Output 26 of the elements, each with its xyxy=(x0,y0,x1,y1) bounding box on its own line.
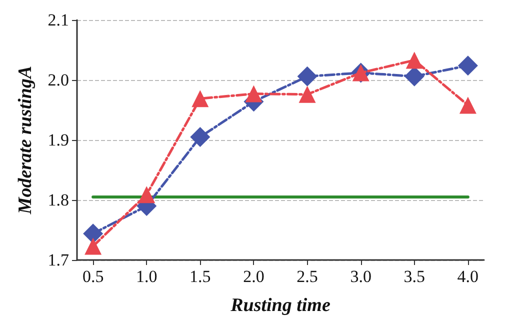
y-tick-label: 1.7 xyxy=(48,250,70,270)
point xyxy=(83,224,104,244)
point xyxy=(190,127,210,147)
point xyxy=(138,186,156,204)
point xyxy=(245,85,262,102)
y-tick-label: 2.0 xyxy=(48,70,69,90)
x-tick-label: 3.0 xyxy=(350,267,372,286)
point xyxy=(297,66,318,86)
y-axis-title: Moderate rustingA xyxy=(15,66,36,216)
point xyxy=(298,86,316,103)
x-tick-label: 1.0 xyxy=(136,267,158,286)
x-tick-label: 1.5 xyxy=(190,267,211,286)
y-tick-label: 1.9 xyxy=(48,130,69,150)
x-tick-label: 4.0 xyxy=(457,267,479,286)
x-tick-label: 0.5 xyxy=(82,267,104,286)
y-tick-label: 1.8 xyxy=(48,190,69,210)
point xyxy=(192,90,209,108)
x-tick-label: 3.5 xyxy=(404,267,426,286)
x-tick-label: 2.5 xyxy=(296,267,318,286)
point xyxy=(84,238,102,255)
x-axis-title: Rusting time xyxy=(230,295,331,316)
x-tick-label: 2.0 xyxy=(243,267,264,286)
point xyxy=(458,56,478,76)
point xyxy=(406,52,423,69)
y-tick-label: 2.1 xyxy=(48,10,69,30)
point xyxy=(459,96,476,114)
